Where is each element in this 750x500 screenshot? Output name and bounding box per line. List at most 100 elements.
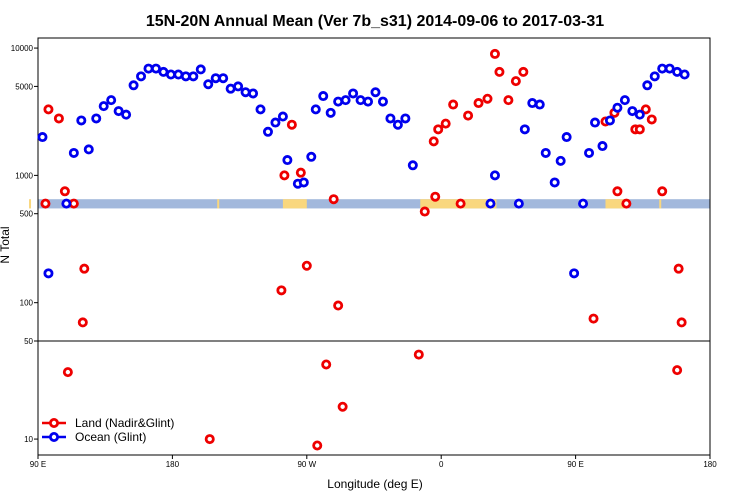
band-layer	[29, 199, 710, 209]
land-mask-segment	[217, 199, 220, 209]
land-point	[494, 66, 505, 77]
ocean-point	[306, 151, 317, 162]
land-point	[40, 198, 51, 209]
land-point	[286, 119, 297, 130]
land-point	[77, 317, 88, 328]
y-tick-label: 10	[24, 435, 33, 444]
ocean-point	[679, 69, 690, 80]
ocean-band	[38, 199, 710, 209]
ocean-point	[98, 101, 109, 112]
ocean-point	[106, 95, 117, 106]
land-point	[328, 194, 339, 205]
ocean-point	[91, 113, 102, 124]
ocean-point	[255, 104, 266, 115]
ocean-point	[340, 95, 351, 106]
land-mask-segment	[282, 199, 307, 209]
ocean-point	[527, 98, 538, 109]
land-mask-segment	[605, 199, 627, 209]
land-point	[62, 367, 73, 378]
ocean-point	[385, 113, 396, 124]
land-point	[621, 198, 632, 209]
land-point	[295, 167, 306, 178]
land-point	[428, 136, 439, 147]
land-point	[433, 124, 444, 135]
land-point	[43, 104, 54, 115]
x-tick-label: 180	[703, 460, 717, 469]
ocean-point	[76, 115, 87, 126]
ocean-point	[485, 198, 496, 209]
ocean-point	[233, 81, 244, 92]
ocean-point	[277, 111, 288, 122]
ocean-point	[195, 64, 206, 75]
ocean-point	[377, 96, 388, 107]
land-point	[503, 95, 514, 106]
land-point	[430, 191, 441, 202]
ocean-point	[270, 117, 281, 128]
ocean-point	[310, 104, 321, 115]
land-point	[59, 186, 70, 197]
x-axis-label: Longitude (deg E)	[327, 477, 422, 491]
ocean-point	[218, 73, 229, 84]
land-point	[482, 93, 493, 104]
data-points	[37, 48, 690, 451]
ocean-point	[83, 144, 94, 155]
legend-marker-ocean	[49, 431, 60, 442]
land-point	[413, 349, 424, 360]
ocean-point	[590, 117, 601, 128]
ocean-point	[318, 91, 329, 102]
ocean-point	[150, 63, 161, 74]
land-point	[612, 186, 623, 197]
land-point	[588, 313, 599, 324]
land-point	[473, 98, 484, 109]
ocean-point	[649, 71, 660, 82]
ocean-point	[37, 132, 48, 143]
y-tick-label: 100	[20, 299, 34, 308]
land-point	[204, 434, 215, 445]
land-point	[489, 48, 500, 59]
ocean-point	[549, 177, 560, 188]
ocean-point	[534, 99, 545, 110]
land-point	[312, 440, 323, 451]
land-point	[518, 66, 529, 77]
ocean-point	[363, 96, 374, 107]
land-point	[440, 118, 451, 129]
land-point	[510, 76, 521, 87]
ocean-point	[282, 155, 293, 166]
x-tick-label: 90 E	[30, 460, 46, 469]
land-point	[79, 263, 90, 274]
land-point	[333, 300, 344, 311]
ocean-point	[240, 87, 251, 98]
land-point	[463, 110, 474, 121]
ocean-point	[262, 126, 273, 137]
land-point	[646, 114, 657, 125]
ocean-point	[597, 141, 608, 152]
land-mask-segment	[29, 199, 32, 209]
ocean-point	[519, 124, 530, 135]
ocean-point	[569, 268, 580, 279]
axis-ticks: 90 E 180 90 W 0 90 E 180 10000 5000 1000 500 100 50…	[11, 44, 717, 469]
land-point	[455, 198, 466, 209]
ocean-point	[400, 113, 411, 124]
ocean-point	[128, 80, 139, 91]
ocean-point	[555, 155, 566, 166]
y-tick-label: 1000	[15, 171, 33, 180]
ocean-point	[513, 198, 524, 209]
ocean-point	[121, 109, 132, 120]
land-point	[673, 263, 684, 274]
land-point	[634, 124, 645, 135]
chart-legend: Land (Nadir&Glint)Ocean (Glint)	[42, 416, 174, 444]
y-tick-label: 50	[24, 337, 33, 346]
y-tick-label: 10000	[11, 44, 34, 53]
land-point	[301, 260, 312, 271]
y-tick-label: 500	[20, 210, 34, 219]
legend-label-ocean: Ocean (Glint)	[75, 430, 146, 444]
ocean-point	[43, 268, 54, 279]
ocean-point	[604, 115, 615, 126]
land-point	[276, 285, 287, 296]
ocean-point	[392, 119, 403, 130]
land-point	[672, 365, 683, 376]
land-point	[279, 170, 290, 181]
x-tick-label: 180	[166, 460, 180, 469]
